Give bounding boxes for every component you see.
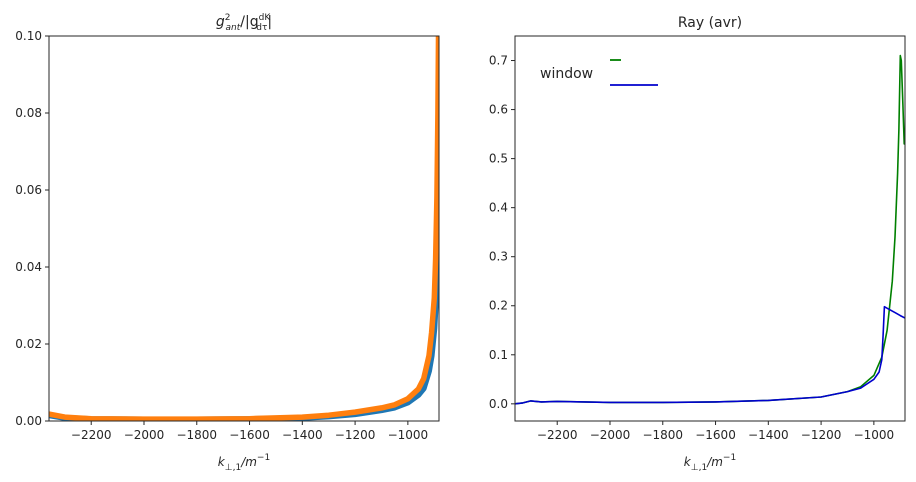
right-y-tick-label: 0.3 — [489, 250, 508, 264]
left-x-tick-label: −1800 — [176, 428, 217, 442]
left-chart-title: g2 ant/|gdK dτ| — [216, 13, 272, 33]
left-x-tick-label: −1600 — [229, 428, 270, 442]
right-x-tick-label: −2000 — [590, 428, 631, 442]
left-ticks: −2200 −2000 −1800 −1600 −1400 −1200 −1000 0.00 0… — [15, 29, 428, 442]
right-series-line-2 — [515, 305, 905, 405]
right-x-tick-label: −1600 — [695, 428, 736, 442]
legend-label-window: window — [540, 66, 593, 82]
left-x-tick-label: −1000 — [388, 428, 429, 442]
left-x-tick-label: −1200 — [335, 428, 376, 442]
left-y-tick-label: 0.08 — [15, 106, 42, 120]
right-x-axis-label: k⊥,1/m−1 — [684, 453, 736, 473]
left-y-tick-label: 0.00 — [15, 414, 42, 428]
left-x-tick-label: −2200 — [71, 428, 112, 442]
right-y-tick-label: 0.7 — [489, 54, 508, 68]
right-x-tick-label: −1400 — [748, 428, 789, 442]
left-y-tick-label: 0.04 — [15, 260, 42, 274]
left-series-line-2 — [49, 36, 439, 421]
left-x-tick-label: −1400 — [282, 428, 323, 442]
right-x-tick-label: −1800 — [642, 428, 683, 442]
left-plot-frame — [48, 35, 440, 422]
left-y-tick-label: 0.02 — [15, 337, 42, 351]
left-series — [49, 36, 439, 421]
right-y-tick-label: 0.4 — [489, 201, 508, 215]
right-chart-title: Ray (avr) — [678, 15, 742, 31]
right-y-tick-label: 0.1 — [489, 348, 508, 362]
legend: window — [540, 59, 658, 86]
left-y-tick-label: 0.06 — [15, 183, 42, 197]
right-series — [515, 54, 905, 405]
right-x-tick-label: −1200 — [801, 428, 842, 442]
right-ticks: −2200 −2000 −1800 −1600 −1400 −1200 −1000 0.0 0.… — [489, 54, 894, 442]
right-y-tick-label: 0.0 — [489, 397, 508, 411]
right-y-tick-label: 0.5 — [489, 152, 508, 166]
right-chart: Ray (avr) −2200 −2000 −1800 −1600 −1400 −1200… — [489, 15, 906, 473]
left-x-tick-label: −2000 — [124, 428, 165, 442]
left-series-line-1 — [49, 187, 439, 421]
left-x-axis-label: k⊥,1/m−1 — [218, 453, 270, 473]
right-x-tick-label: −1000 — [854, 428, 895, 442]
right-x-tick-label: −2200 — [537, 428, 578, 442]
right-y-tick-label: 0.6 — [489, 103, 508, 117]
left-chart: g2 ant/|gdK dτ| −2200 −2000 −1800 −1600 −1400−… — [15, 13, 440, 473]
right-y-tick-label: 0.2 — [489, 299, 508, 313]
right-plot-frame — [514, 35, 906, 422]
right-series-line-1 — [515, 54, 905, 405]
left-y-tick-label: 0.10 — [15, 29, 42, 43]
